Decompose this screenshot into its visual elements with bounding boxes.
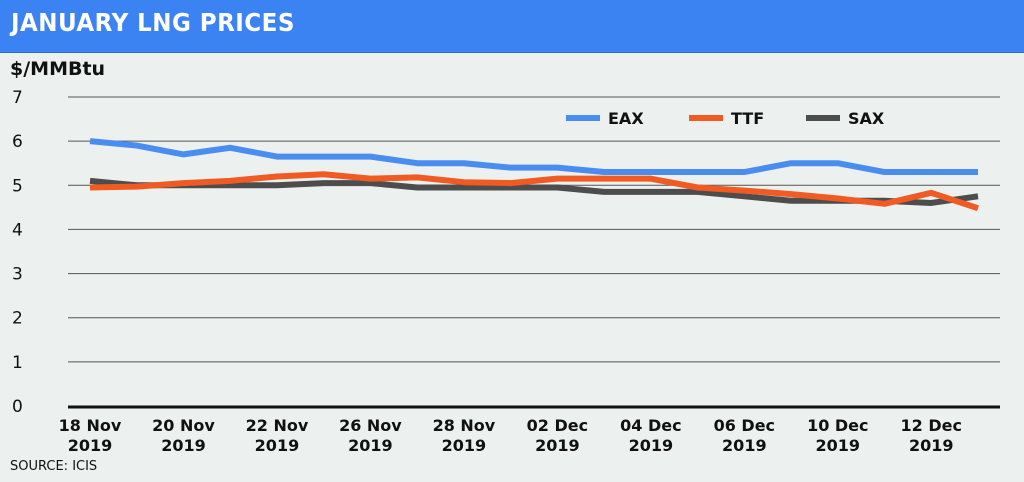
x-tick-label: 10 Dec xyxy=(807,416,868,435)
chart-title: JANUARY LNG PRICES xyxy=(11,8,295,37)
y-tick-label: 5 xyxy=(12,176,23,196)
y-tick-label: 1 xyxy=(12,353,23,373)
y-tick-label: 3 xyxy=(12,265,23,285)
x-tick-label: 26 Nov xyxy=(339,416,402,435)
x-tick-label-year: 2019 xyxy=(629,436,674,455)
x-tick-label: 04 Dec xyxy=(620,416,681,435)
legend-label-ttf: TTF xyxy=(731,109,764,128)
x-tick-label: 02 Dec xyxy=(527,416,588,435)
y-tick-label: 4 xyxy=(12,220,23,240)
series-line-ttf xyxy=(89,171,979,212)
x-tick-label-year: 2019 xyxy=(68,436,113,455)
x-tick-label-year: 2019 xyxy=(909,436,954,455)
x-tick-label-year: 2019 xyxy=(442,436,487,455)
x-tick-label-year: 2019 xyxy=(535,436,580,455)
title-bar: JANUARY LNG PRICES xyxy=(0,0,1024,53)
x-tick-label: 06 Dec xyxy=(714,416,775,435)
y-tick-label: 0 xyxy=(12,397,23,417)
x-tick-label-year: 2019 xyxy=(161,436,206,455)
y-axis-unit-label: $/MMBtu xyxy=(10,58,106,80)
legend-label-eax: EAX xyxy=(608,109,644,128)
x-tick-label: 12 Dec xyxy=(901,416,962,435)
x-tick-label: 20 Nov xyxy=(152,416,215,435)
x-tick-label: 18 Nov xyxy=(59,416,122,435)
x-tick-label-year: 2019 xyxy=(722,436,767,455)
source-note: SOURCE: ICIS xyxy=(10,459,98,474)
y-tick-label: 6 xyxy=(12,132,23,152)
y-tick-label: 7 xyxy=(12,88,23,108)
x-tick-label-year: 2019 xyxy=(816,436,861,455)
x-tick-label-year: 2019 xyxy=(348,436,393,455)
x-tick-label: 22 Nov xyxy=(246,416,309,435)
series-line-eax xyxy=(89,138,978,176)
x-tick-label: 28 Nov xyxy=(433,416,496,435)
y-tick-label: 2 xyxy=(12,309,23,329)
x-tick-label-year: 2019 xyxy=(255,436,300,455)
legend-label-sax: SAX xyxy=(848,109,885,128)
